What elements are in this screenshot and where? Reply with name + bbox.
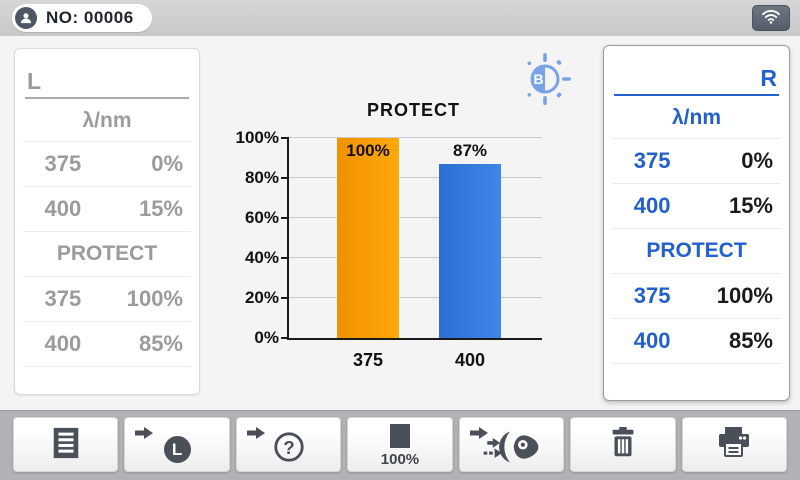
arrow-right-icon — [246, 426, 266, 443]
right-side-label: R — [760, 65, 777, 91]
bottom-toolbar: L ? 100% — [0, 410, 800, 480]
user-avatar-icon — [15, 7, 37, 29]
record-id-pill[interactable]: NO: 00006 — [12, 4, 152, 32]
y-tick-label: 80% — [244, 168, 279, 187]
help-icon: ? — [272, 430, 306, 467]
wavelength-cell: 400 — [633, 328, 671, 353]
gridline — [289, 217, 542, 218]
wifi-button[interactable] — [752, 5, 790, 31]
bar-400 — [439, 164, 501, 338]
wifi-icon — [761, 9, 781, 27]
delete-button[interactable] — [570, 417, 676, 472]
gridline — [289, 257, 542, 258]
print-button[interactable] — [681, 417, 787, 472]
memory-list-button[interactable] — [13, 417, 119, 472]
record-id: NO: 00006 — [46, 8, 134, 27]
value-cell: 100% — [716, 283, 773, 308]
left-protect-header: PROTECT — [56, 242, 158, 265]
value-cell: 85% — [138, 331, 183, 356]
arrow-right-icon — [134, 426, 154, 443]
value-cell: 0% — [151, 151, 183, 176]
send-to-help-button[interactable]: ? — [235, 417, 342, 472]
wavelength-cell: 375 — [633, 148, 671, 173]
wavelength-cell: 400 — [633, 193, 671, 218]
lens-measure-icon — [480, 428, 542, 469]
bar-value-label: 100% — [346, 141, 390, 160]
axis-tick — [281, 217, 289, 219]
table-row: 375 100% — [604, 274, 789, 318]
main-area: L λ/nm 375 0% 400 15% PROTECT 375 100% — [0, 36, 800, 410]
value-cell: 85% — [728, 328, 773, 353]
brightness-b-icon: B — [516, 50, 574, 108]
left-side-label: L — [27, 68, 42, 94]
b-letter: B — [533, 71, 543, 87]
right-measurement-panel[interactable]: R λ/nm 375 0% 400 15% PROTECT 375 100% — [603, 45, 790, 401]
y-tick-label: 100% — [235, 128, 279, 147]
trash-icon — [606, 425, 640, 464]
x-tick-label: 375 — [352, 350, 384, 370]
svg-text:?: ? — [283, 438, 295, 459]
left-circle-icon: L — [163, 436, 191, 463]
y-tick-label: 0% — [254, 328, 279, 347]
table-row: 375 0% — [604, 139, 789, 183]
arrow-right-icon — [469, 426, 489, 443]
table-row: 375 0% — [15, 142, 199, 186]
value-cell: 100% — [126, 286, 183, 311]
axis-tick — [281, 137, 289, 139]
table-row: 400 15% — [15, 187, 199, 231]
value-cell: 15% — [728, 193, 773, 218]
table-row: 400 85% — [15, 322, 199, 366]
axis-tick — [281, 177, 289, 179]
axis-tick — [281, 297, 289, 299]
wavelength-cell: 375 — [44, 286, 82, 311]
square-100-icon — [389, 423, 410, 448]
wavelength-cell: 375 — [44, 151, 82, 176]
y-tick-label: 20% — [244, 288, 279, 307]
bar-375 — [337, 138, 399, 338]
gridline — [289, 297, 542, 298]
bar-value-label: 87% — [452, 141, 488, 160]
threshold-label: 100% — [380, 450, 420, 468]
chart-plot: 0% 20% 40% 60% 80% 100% 100% 375 87% 400 — [236, 128, 542, 370]
threshold-100-button[interactable]: 100% — [347, 417, 453, 472]
gridline — [289, 137, 542, 138]
chart-title: PROTECT — [366, 100, 460, 120]
axis-tick — [281, 337, 289, 339]
y-tick-label: 60% — [244, 208, 279, 227]
table-row: 400 85% — [604, 319, 789, 363]
right-protect-header: PROTECT — [646, 239, 747, 262]
value-cell: 0% — [741, 148, 773, 173]
x-tick-label: 400 — [454, 350, 486, 370]
wavelength-cell: 375 — [633, 283, 671, 308]
send-to-left-button[interactable]: L — [124, 417, 230, 472]
left-wavelength-header: λ/nm — [82, 109, 132, 132]
y-tick-label: 40% — [244, 248, 279, 267]
axis-tick — [281, 257, 289, 259]
wavelength-cell: 400 — [44, 196, 82, 221]
left-measurement-panel[interactable]: L λ/nm 375 0% 400 15% PROTECT 375 100% — [14, 48, 200, 395]
left-panel-rule — [25, 97, 189, 99]
top-bar: NO: 00006 — [0, 0, 800, 37]
printer-icon — [714, 426, 754, 463]
value-cell: 15% — [138, 196, 183, 221]
right-panel-rule — [614, 94, 779, 96]
table-row: 375 100% — [15, 277, 199, 321]
gridline — [289, 177, 542, 178]
menu-list-icon — [49, 425, 83, 464]
wavelength-cell: 400 — [44, 331, 82, 356]
send-to-lens-measure-button[interactable] — [458, 417, 565, 472]
table-row: 400 15% — [604, 184, 789, 228]
right-wavelength-header: λ/nm — [671, 106, 721, 129]
